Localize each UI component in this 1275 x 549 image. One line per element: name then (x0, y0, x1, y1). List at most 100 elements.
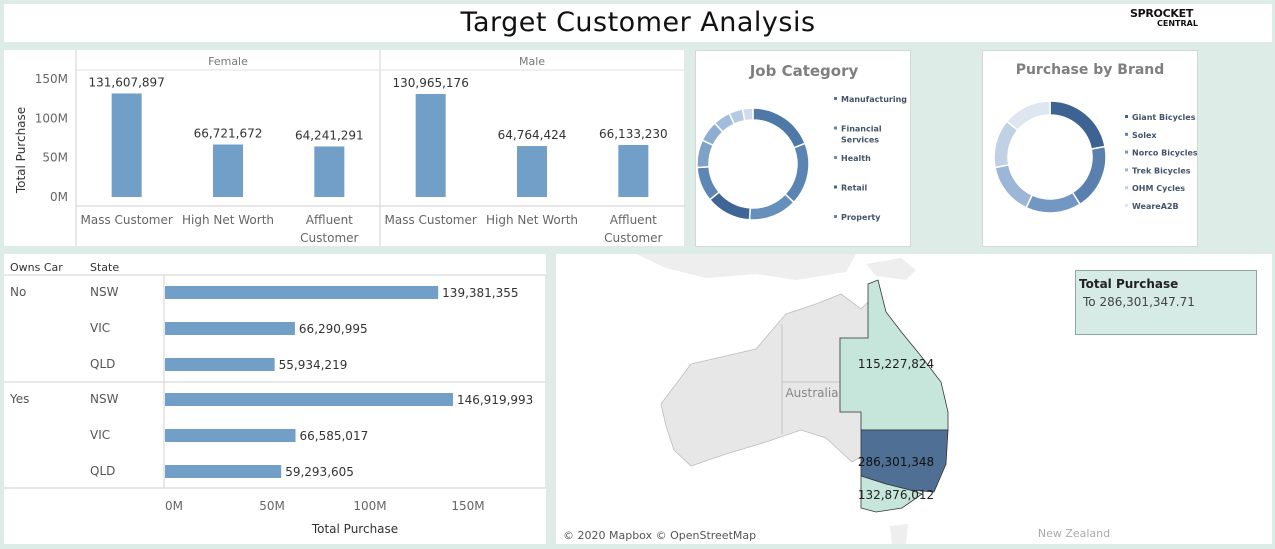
donut-slice-5[interactable] (1005, 100, 1051, 132)
bar-yes-nsw[interactable] (165, 393, 453, 406)
legend-label: OHM Cycles (1132, 184, 1185, 193)
legend-swatch (1125, 132, 1128, 136)
donut-slice-1[interactable] (784, 142, 810, 204)
tooltip-title: Total Purchase (1079, 277, 1179, 291)
y-tick-label: 150M (35, 72, 68, 86)
bar-female-0[interactable] (111, 93, 142, 197)
state-label-qld: QLD (90, 464, 115, 478)
legend-swatch (834, 156, 837, 159)
legend-swatch (1125, 168, 1128, 172)
bar-female-1[interactable] (213, 144, 243, 197)
panel-label-female: Female (208, 55, 248, 68)
map-label-nsw: 286,301,348 (858, 455, 934, 469)
state-label-vic: VIC (90, 428, 110, 442)
legend-swatch (1125, 150, 1128, 154)
title-bar: Target Customer Analysis SPROCKET CENTRA… (4, 4, 1272, 42)
job-slices (696, 107, 810, 221)
brand-donut[interactable]: Purchase by Brand Giant Bicycles Solex Nor… (983, 51, 1198, 246)
bar-marks: 131,607,897 Mass Customer 66,721,672 High N… (81, 75, 668, 245)
bar-value-label: 139,381,355 (442, 286, 518, 300)
legend-label: Trek Bicycles (1132, 166, 1191, 175)
job-category-title: Job Category (749, 62, 859, 80)
x-tick-label: Customer (604, 231, 662, 245)
x-tick-label: Mass Customer (385, 213, 477, 227)
donut-slice-1[interactable] (1071, 145, 1107, 206)
bar-value-label: 66,585,017 (300, 429, 369, 443)
segment-bar-chart[interactable]: Female Male Total Purchase 0M 50M 100M 150M… (4, 50, 686, 246)
x-tick-label: Mass Customer (81, 213, 173, 227)
legend-swatch (1125, 115, 1128, 118)
row-header-state: State (90, 261, 119, 274)
region-vic[interactable] (860, 475, 923, 513)
job-category-donut[interactable]: Job Category Manufacturing Financial Servi… (696, 51, 910, 246)
legend-label: Services (841, 136, 879, 145)
bar-value-label: 64,764,424 (498, 128, 567, 142)
job-category-panel: Job Category Manufacturing Financial Servi… (695, 50, 911, 247)
map-label-qld: 115,227,824 (858, 357, 934, 371)
bar-yes-vic[interactable] (165, 429, 296, 442)
legend-swatch (834, 126, 837, 130)
state-bar-chart[interactable]: Owns Car State No NSW 139,381,355 VIC 66,290… (4, 254, 547, 544)
bar-value-label: 66,133,230 (599, 127, 668, 141)
donut-slice-4[interactable] (696, 165, 721, 201)
x-tick-label: Affluent (306, 213, 353, 227)
bar-no-nsw[interactable] (165, 286, 439, 299)
bar-male-0[interactable] (415, 93, 446, 197)
y-tick-labels: 0M 50M 100M 150M (35, 72, 68, 204)
state-label-nsw: NSW (90, 285, 119, 299)
bar-female-2[interactable] (314, 146, 345, 197)
donut-slice-9[interactable] (741, 107, 754, 122)
bar-value-label: 66,290,995 (299, 322, 368, 336)
land-tasmania (890, 524, 908, 544)
group-label-no: No (10, 285, 26, 299)
state-rows: No NSW 139,381,355 VIC 66,290,995 QLD 55,934,2… (9, 285, 533, 479)
x-tick-label: Affluent (610, 213, 657, 227)
x-tick-label: 150M (451, 499, 484, 513)
donut-slice-2[interactable] (748, 193, 795, 221)
y-axis-title: Total Purchase (14, 107, 28, 194)
brand-legend: Giant Bicycles Solex Norco Bicycles Trek Bi… (1125, 113, 1198, 211)
x-tick-label: 0M (165, 499, 183, 513)
bar-no-vic[interactable] (165, 322, 295, 335)
map-attribution: © 2020 Mapbox © OpenStreetMap (563, 529, 757, 542)
legend-swatch (834, 97, 837, 100)
x-tick-label: 100M (353, 499, 386, 513)
brand-panel: Purchase by Brand Giant Bicycles Solex Nor… (982, 50, 1198, 247)
donut-slice-3[interactable] (708, 190, 752, 221)
legend-swatch (834, 185, 837, 189)
brand-slices (993, 100, 1107, 214)
tooltip-value: To 286,301,347.71 (1083, 295, 1195, 309)
legend-swatch (834, 215, 837, 218)
bar-value-label: 64,241,291 (295, 128, 364, 142)
map-nz-label: New Zealand (1038, 527, 1110, 540)
x-tick-label: Customer (300, 231, 358, 245)
state-label-vic: VIC (90, 321, 110, 335)
bar-no-qld[interactable] (165, 358, 275, 371)
legend-label: WeareA2B (1132, 202, 1179, 211)
bar-value-label: 130,965,176 (392, 76, 468, 90)
bar-value-label: 59,293,605 (285, 465, 354, 479)
donut-slice-2[interactable] (1025, 191, 1082, 214)
logo-line1: SPROCKET (1130, 7, 1194, 20)
land-png (866, 258, 916, 280)
bar-male-2[interactable] (618, 144, 649, 197)
bar-yes-qld[interactable] (165, 465, 282, 478)
donut-slice-0[interactable] (1049, 100, 1106, 151)
logo-line2: CENTRAL (1157, 19, 1198, 28)
donut-slice-0[interactable] (752, 107, 807, 149)
donut-slice-3[interactable] (994, 163, 1034, 209)
state-label-qld: QLD (90, 357, 115, 371)
y-tick-label: 50M (42, 151, 68, 165)
legend-label: Financial (841, 125, 882, 134)
legend-label: Manufacturing (841, 95, 907, 104)
bar-male-1[interactable] (517, 146, 547, 197)
panel-label-male: Male (519, 55, 545, 68)
page-title: Target Customer Analysis (460, 7, 816, 38)
x-tick-label: 50M (259, 499, 285, 513)
legend-label: Giant Bicycles (1132, 113, 1196, 122)
region-qld[interactable] (839, 279, 949, 431)
map-label-vic: 132,876,012 (858, 488, 934, 502)
x-tick-label: High Net Worth (486, 213, 578, 227)
y-tick-label: 100M (35, 111, 68, 125)
bar-value-label: 131,607,897 (88, 75, 164, 89)
